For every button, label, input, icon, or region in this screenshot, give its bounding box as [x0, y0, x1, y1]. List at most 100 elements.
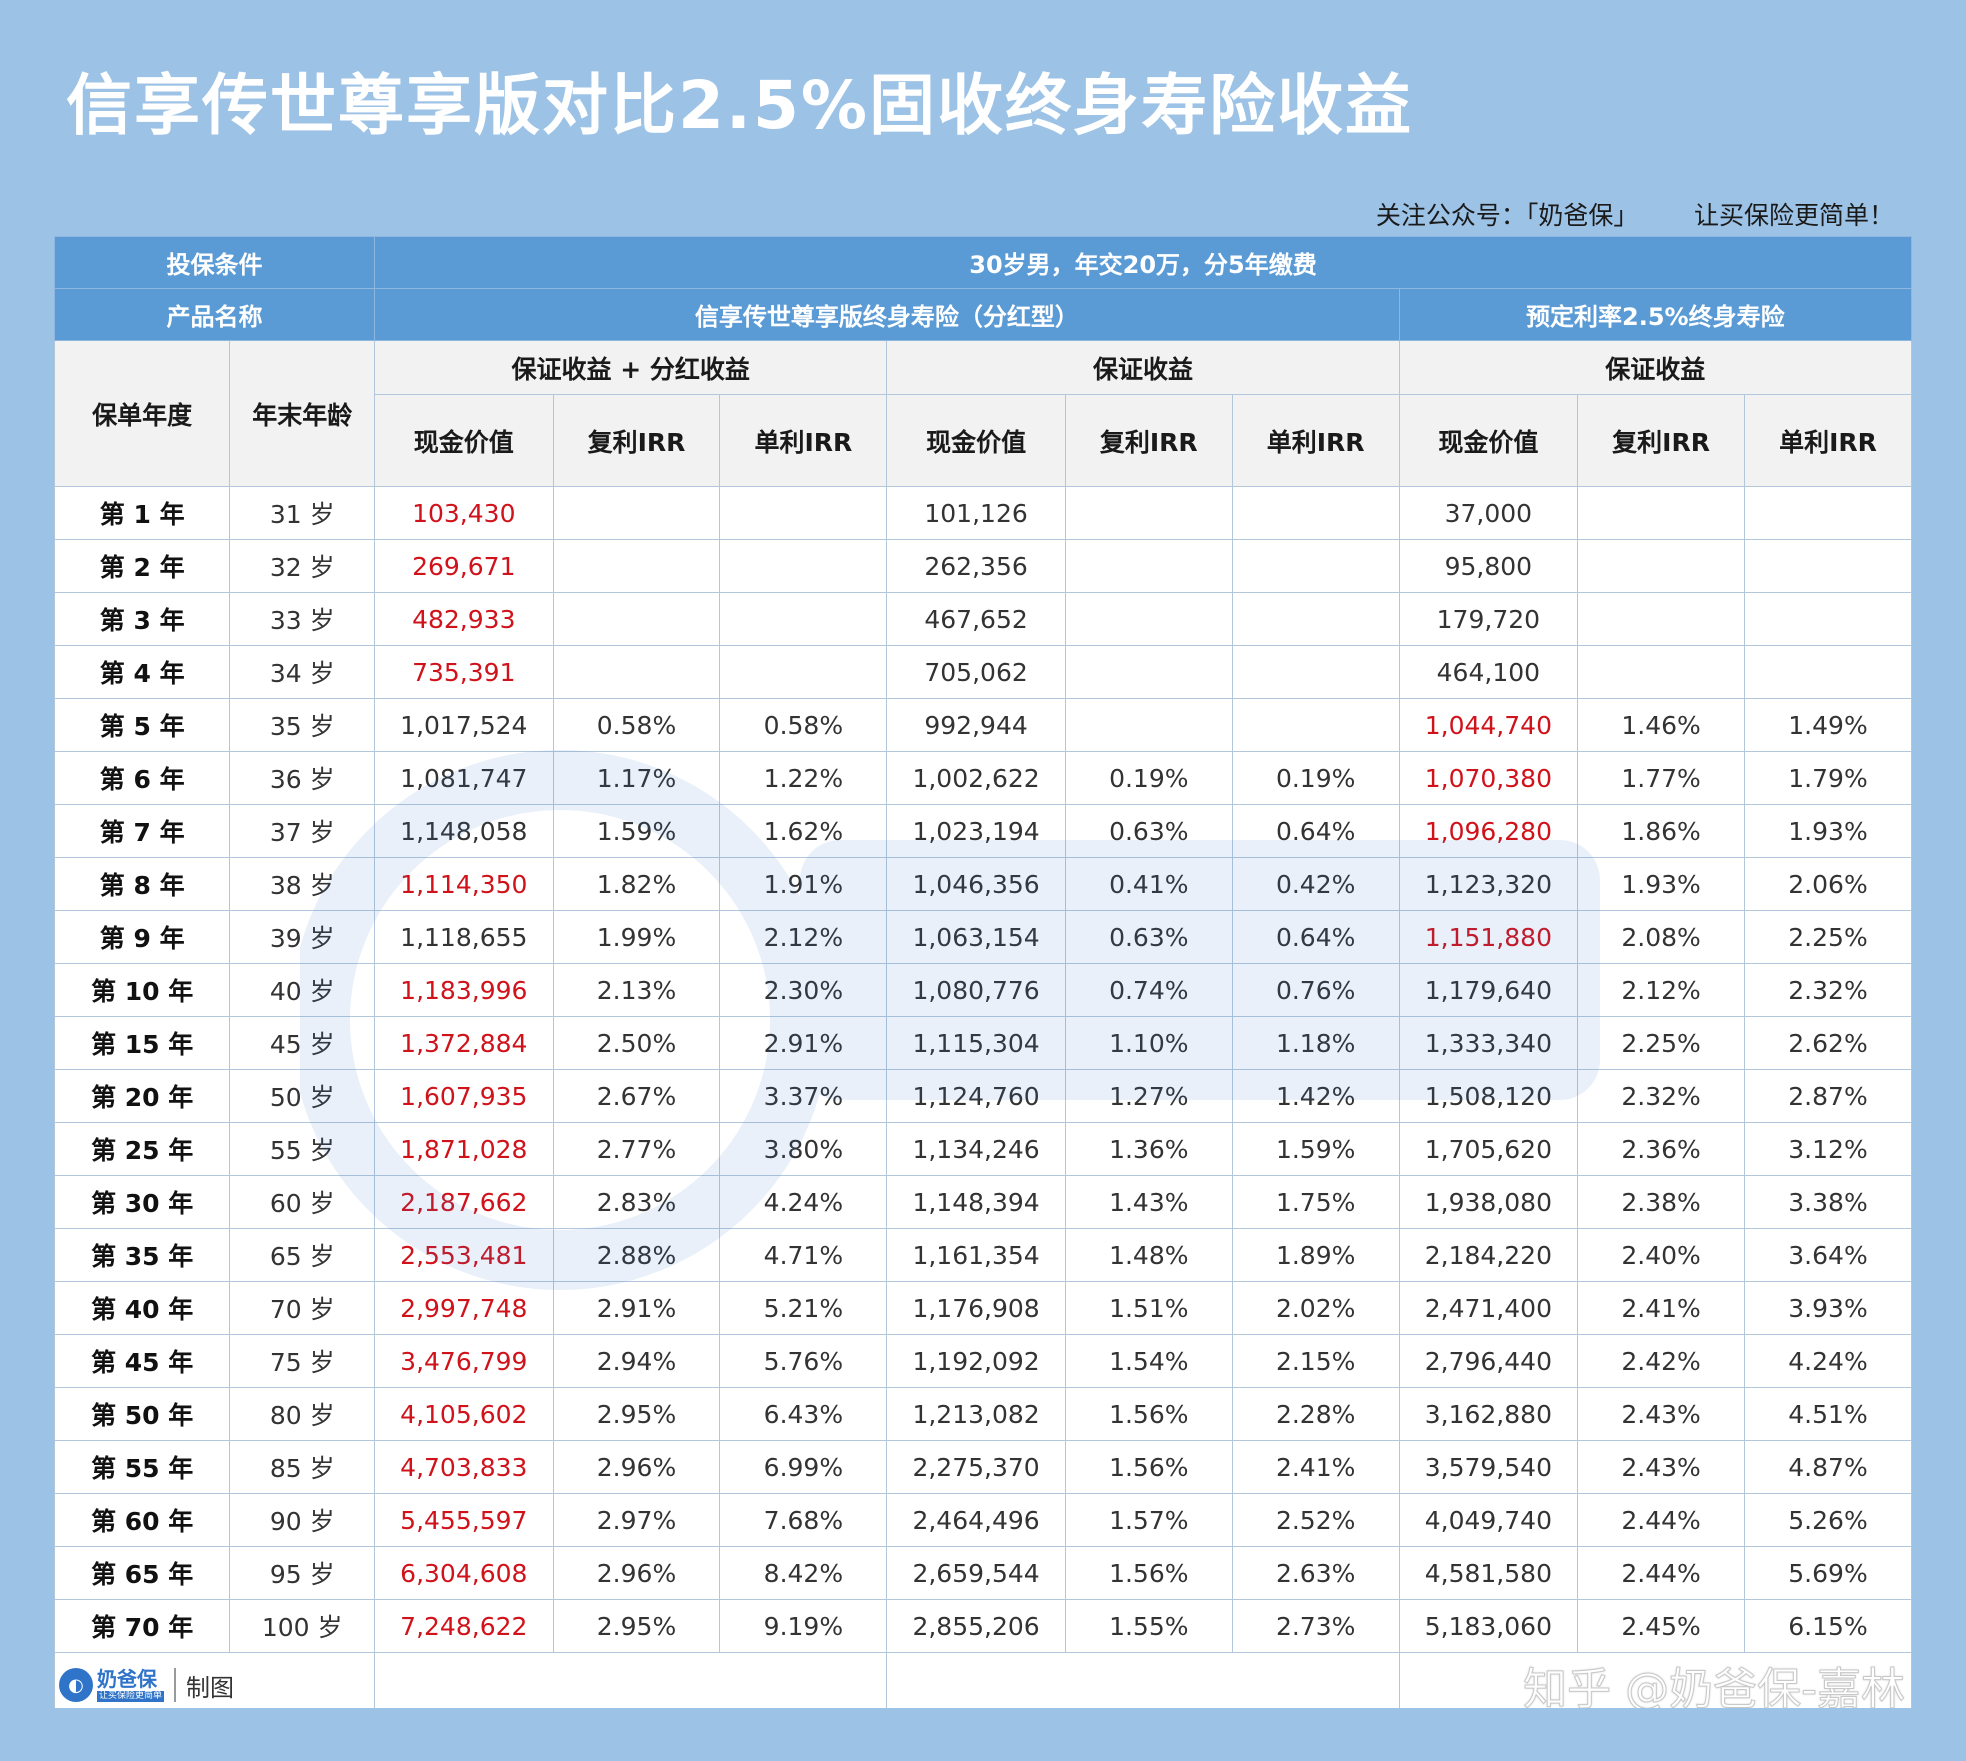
compound-irr-cell: 2.94%	[552, 1334, 721, 1388]
policy-year-cell: 第 4 年	[54, 645, 231, 699]
guaranteed-cash-value-cell: 1,148,394	[886, 1175, 1066, 1229]
simple-irr-cell: 5.21%	[719, 1281, 888, 1335]
compound-irr-cell: 2.96%	[552, 1546, 721, 1600]
guaranteed-compound-irr-cell	[1064, 645, 1233, 699]
guaranteed-compound-irr-cell: 0.41%	[1064, 857, 1233, 911]
simple-irr-cell: 0.58%	[719, 698, 888, 752]
fixed-simple-irr-cell: 4.87%	[1744, 1440, 1912, 1494]
guaranteed-cash-value-cell: 705,062	[886, 645, 1066, 699]
compound-irr-cell: 2.13%	[552, 963, 721, 1017]
table-body: 第 1 年 31 岁 103,430 101,126 37,000 第 2 年 32 岁 26…	[54, 486, 1912, 1653]
age-cell: 40 岁	[229, 963, 376, 1017]
table-row: 第 40 年 70 岁 2,997,748 2.91% 5.21% 1,176,908 1.…	[54, 1281, 1912, 1335]
policy-year-cell: 第 3 年	[54, 592, 231, 646]
table-row: 第 10 年 40 岁 1,183,996 2.13% 2.30% 1,080,776 0.…	[54, 963, 1912, 1017]
fixed-compound-irr-cell	[1577, 592, 1745, 646]
fixed-simple-irr-cell: 3.64%	[1744, 1228, 1912, 1282]
guaranteed-compound-irr-cell: 0.19%	[1064, 751, 1233, 805]
cash-value-cell: 1,114,350	[374, 857, 554, 911]
footer-row: ◐ 奶爸保 让买保险更简单 制图 知乎 @奶爸保-嘉林	[54, 1652, 1912, 1708]
compound-irr-cell: 1.82%	[552, 857, 721, 911]
product-label: 产品名称	[54, 288, 376, 341]
logo-subtext: 让买保险更简单	[97, 1690, 165, 1702]
fixed-cash-value-cell: 37,000	[1398, 486, 1579, 540]
age-cell: 38 岁	[229, 857, 376, 911]
product-row: 产品名称 信享传世尊享版终身寿险（分红型） 预定利率2.5%终身寿险	[54, 288, 1912, 341]
compound-irr-cell: 0.58%	[552, 698, 721, 752]
zhihu-watermark: 知乎 @奶爸保-嘉林	[1398, 1652, 1912, 1708]
guaranteed-simple-irr-cell: 2.02%	[1231, 1281, 1400, 1335]
fixed-cash-value-cell: 1,096,280	[1398, 804, 1579, 858]
guaranteed-simple-irr-cell: 2.52%	[1231, 1493, 1400, 1547]
guaranteed-compound-irr-cell: 1.55%	[1064, 1599, 1233, 1653]
policy-year-cell: 第 15 年	[54, 1016, 231, 1070]
column-header-row: 现金价值 复利IRR 单利IRR 现金价值 复利IRR 单利IRR 现金价值 复…	[55, 394, 1912, 487]
cash-value-cell: 5,455,597	[374, 1493, 554, 1547]
guaranteed-cash-value-cell: 1,213,082	[886, 1387, 1066, 1441]
age-cell: 95 岁	[229, 1546, 376, 1600]
divider	[174, 1668, 177, 1702]
simple-irr-cell	[719, 592, 888, 646]
footer-empty-cell	[374, 1652, 888, 1708]
simple-irr-cell: 4.71%	[719, 1228, 888, 1282]
table-row: 第 70 年 100 岁 7,248,622 2.95% 9.19% 2,855,206 1…	[54, 1599, 1912, 1653]
guaranteed-cash-value-cell: 1,115,304	[886, 1016, 1066, 1070]
table-row: 第 55 年 85 岁 4,703,833 2.96% 6.99% 2,275,370 1.…	[54, 1440, 1912, 1494]
guaranteed-compound-irr-cell: 1.54%	[1064, 1334, 1233, 1388]
simple-irr-cell: 2.12%	[719, 910, 888, 964]
table-row: 第 1 年 31 岁 103,430 101,126 37,000	[54, 486, 1912, 540]
age-cell: 55 岁	[229, 1122, 376, 1176]
table-row: 第 2 年 32 岁 269,671 262,356 95,800	[54, 539, 1912, 593]
fixed-cash-value-cell: 464,100	[1398, 645, 1579, 699]
simple-irr-cell	[719, 539, 888, 593]
compound-irr-cell: 2.97%	[552, 1493, 721, 1547]
simple-irr-header: 单利IRR	[719, 394, 888, 487]
simple-irr-cell: 9.19%	[719, 1599, 888, 1653]
guaranteed-simple-irr-cell: 0.64%	[1231, 910, 1400, 964]
fixed-simple-irr-cell	[1744, 539, 1912, 593]
fixed-simple-irr-cell: 3.38%	[1744, 1175, 1912, 1229]
fixed-compound-irr-cell: 2.44%	[1577, 1546, 1745, 1600]
guaranteed-cash-value-cell: 1,134,246	[886, 1122, 1066, 1176]
policy-year-cell: 第 70 年	[54, 1599, 231, 1653]
group-b-header: 保证收益	[1398, 340, 1912, 395]
guaranteed-simple-irr-cell: 1.42%	[1231, 1069, 1400, 1123]
fixed-cash-value-cell: 3,162,880	[1398, 1387, 1579, 1441]
guaranteed-cash-value-cell: 1,124,760	[886, 1069, 1066, 1123]
guaranteed-cash-value-cell: 2,855,206	[886, 1599, 1066, 1653]
condition-label: 投保条件	[54, 236, 376, 289]
product-a-name: 信享传世尊享版终身寿险（分红型）	[374, 288, 1400, 341]
table-row: 第 9 年 39 岁 1,118,655 1.99% 2.12% 1,063,154 0.6…	[54, 910, 1912, 964]
table-row: 第 20 年 50 岁 1,607,935 2.67% 3.37% 1,124,760 1.…	[54, 1069, 1912, 1123]
fixed-compound-irr-cell: 2.42%	[1577, 1334, 1745, 1388]
guaranteed-simple-irr-cell: 1.89%	[1231, 1228, 1400, 1282]
age-cell: 75 岁	[229, 1334, 376, 1388]
guaranteed-compound-irr-cell: 0.63%	[1064, 910, 1233, 964]
guaranteed-cash-value-cell: 1,161,354	[886, 1228, 1066, 1282]
cash-value-cell: 2,553,481	[374, 1228, 554, 1282]
cash-value-cell: 4,105,602	[374, 1387, 554, 1441]
compound-irr-cell: 2.83%	[552, 1175, 721, 1229]
table-row: 第 7 年 37 岁 1,148,058 1.59% 1.62% 1,023,194 0.6…	[54, 804, 1912, 858]
guaranteed-cash-value-cell: 992,944	[886, 698, 1066, 752]
group-a2-header: 保证收益	[886, 340, 1400, 395]
fixed-simple-irr-cell	[1744, 592, 1912, 646]
policy-year-cell: 第 35 年	[54, 1228, 231, 1282]
age-cell: 31 岁	[229, 486, 376, 540]
policy-year-cell: 第 20 年	[54, 1069, 231, 1123]
policy-year-cell: 第 7 年	[54, 804, 231, 858]
simple-irr-header: 单利IRR	[1744, 394, 1912, 487]
policy-year-cell: 第 25 年	[54, 1122, 231, 1176]
fixed-simple-irr-cell: 2.06%	[1744, 857, 1912, 911]
guaranteed-compound-irr-cell: 1.56%	[1064, 1546, 1233, 1600]
fixed-cash-value-cell: 4,581,580	[1398, 1546, 1579, 1600]
compound-irr-header: 复利IRR	[1064, 394, 1233, 487]
policy-year-cell: 第 30 年	[54, 1175, 231, 1229]
compound-irr-cell: 2.77%	[552, 1122, 721, 1176]
compound-irr-cell: 1.17%	[552, 751, 721, 805]
age-cell: 60 岁	[229, 1175, 376, 1229]
fixed-compound-irr-cell: 2.12%	[1577, 963, 1745, 1017]
cash-value-cell: 1,081,747	[374, 751, 554, 805]
logo: ◐ 奶爸保 让买保险更简单	[59, 1668, 165, 1702]
simple-irr-cell: 1.22%	[719, 751, 888, 805]
